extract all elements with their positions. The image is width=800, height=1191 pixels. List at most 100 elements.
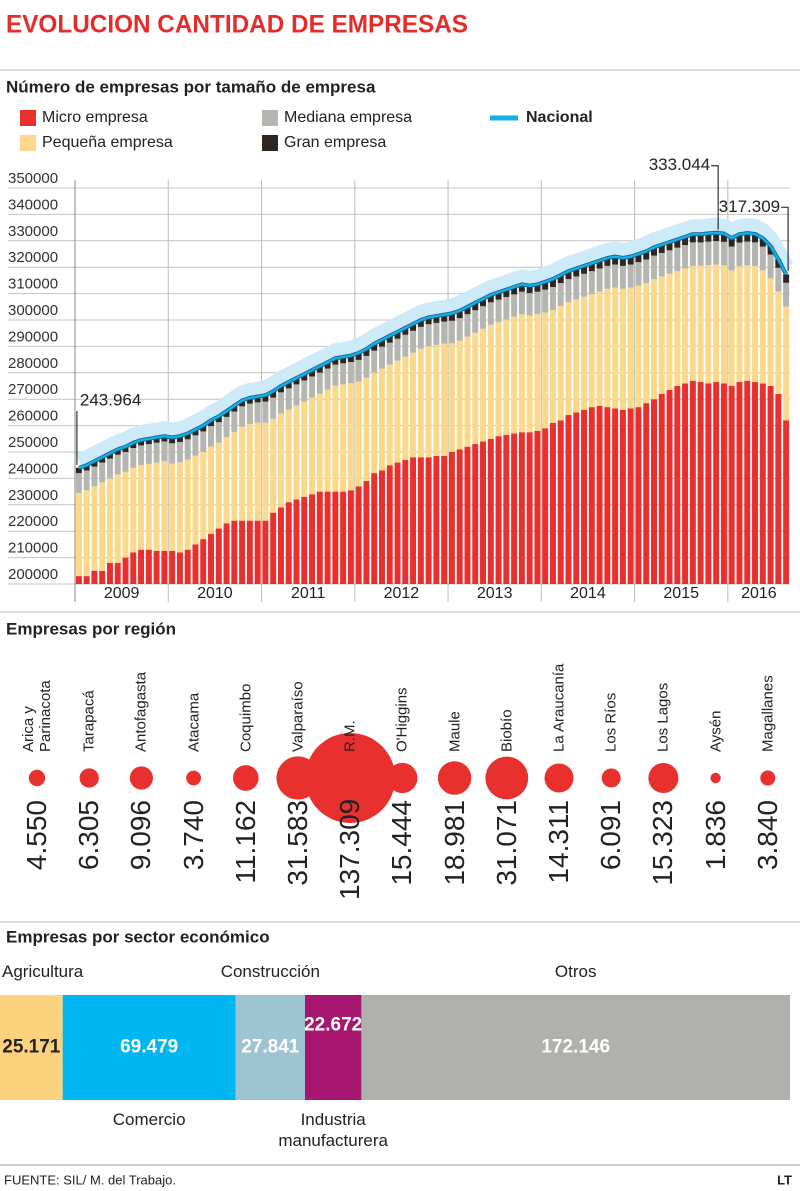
bar-segment [176,552,183,584]
bar-segment [394,462,401,584]
bar-segment [293,499,300,584]
bubble [28,769,46,787]
bar-segment [511,433,518,584]
bar-segment [130,448,137,468]
bar-segment [138,445,145,466]
bar-segment [635,285,642,408]
bar-segment [301,374,308,381]
bubble [129,766,153,790]
bar-segment [503,297,510,320]
value-label: 9.096 [125,800,157,871]
bar-segment [410,330,417,353]
bar-segment [651,279,657,400]
bar-segment [138,440,145,446]
category-label: Industria manufacturera [278,1110,388,1150]
bar-segment [378,368,385,471]
y-tick-label: 290000 [8,328,58,345]
bar-segment [767,386,774,584]
bar-segment [549,309,556,423]
bar-segment [277,392,284,414]
bar-segment [316,393,323,492]
bar-segment [402,459,409,584]
bar-segment [697,382,704,584]
bar-segment [347,361,354,384]
bar-segment [689,380,696,584]
region-label: Maule [446,711,464,752]
bar-segment [114,449,121,455]
bar-segment [270,397,277,419]
bar-segment [192,435,199,456]
bar-segment [75,492,82,577]
bar-segment [425,346,432,458]
bar-segment [526,285,533,294]
bar-segment [783,420,790,584]
bar-segment [682,236,689,246]
bar-segment [752,233,759,243]
bar-segment [526,315,533,433]
chart-title: Empresas por región [6,619,176,638]
bar-segment [355,381,362,487]
bar-segment [596,268,603,292]
legend-swatch [262,135,278,151]
bar-segment [91,466,98,487]
bar-segment [363,377,370,482]
bar-segment [448,452,455,584]
bar-segment [526,293,533,316]
bar-segment [643,283,650,404]
bar-segment [759,270,766,384]
data-label: 317.309 [719,197,780,216]
legend-label: Mediana empresa [284,109,412,126]
bar-segment [658,276,665,394]
legend-label: Nacional [526,109,593,126]
leader-line [781,206,789,272]
bar-segment [309,494,316,584]
bar-segment [386,364,393,466]
bar-segment [425,324,432,347]
bar-segment [713,232,720,242]
bar-segment [713,241,720,265]
bar-segment [658,244,665,253]
bar-segment [153,442,160,463]
bar-segment [720,383,727,584]
bar-segment [200,425,207,432]
bar-segment [682,268,689,384]
bar-segment [239,520,246,584]
y-tick-label: 280000 [8,355,58,372]
bar-segment [386,342,393,365]
bar-segment [254,396,261,403]
bar-segment [262,395,269,402]
bar-segment [425,317,432,325]
bar-segment [518,432,525,584]
x-tick-label: 2013 [477,585,513,602]
bar-segment [208,426,214,447]
bar-segment [705,383,712,584]
bar-segment [604,257,611,266]
bar-segment [666,273,673,390]
bar-segment [651,399,657,584]
bar-segment [277,507,284,584]
bar-segment [223,411,230,417]
bar-segment [309,397,316,495]
bar-segment [161,551,168,584]
bar-segment [713,382,720,584]
bar-segment [231,431,238,521]
bar-segment [720,241,727,266]
bar-segment [596,260,603,269]
bar-segment [565,279,572,303]
bar-segment [441,455,448,584]
y-tick-label: 270000 [8,381,58,398]
x-tick-label: 2011 [291,585,326,602]
bar-segment [752,242,759,267]
value-label: 6.091 [595,800,627,871]
bar-segment [518,291,525,315]
bar-segment [666,389,673,584]
region-label: R.M. [341,720,359,752]
bar-segment [293,405,300,500]
bar-segment [511,294,518,317]
bar-segment [184,459,191,550]
bar-segment [410,457,417,584]
bar-segment [301,401,308,497]
bar-segment [75,467,82,474]
y-tick-label: 310000 [8,276,58,293]
bar-segment [309,376,316,398]
